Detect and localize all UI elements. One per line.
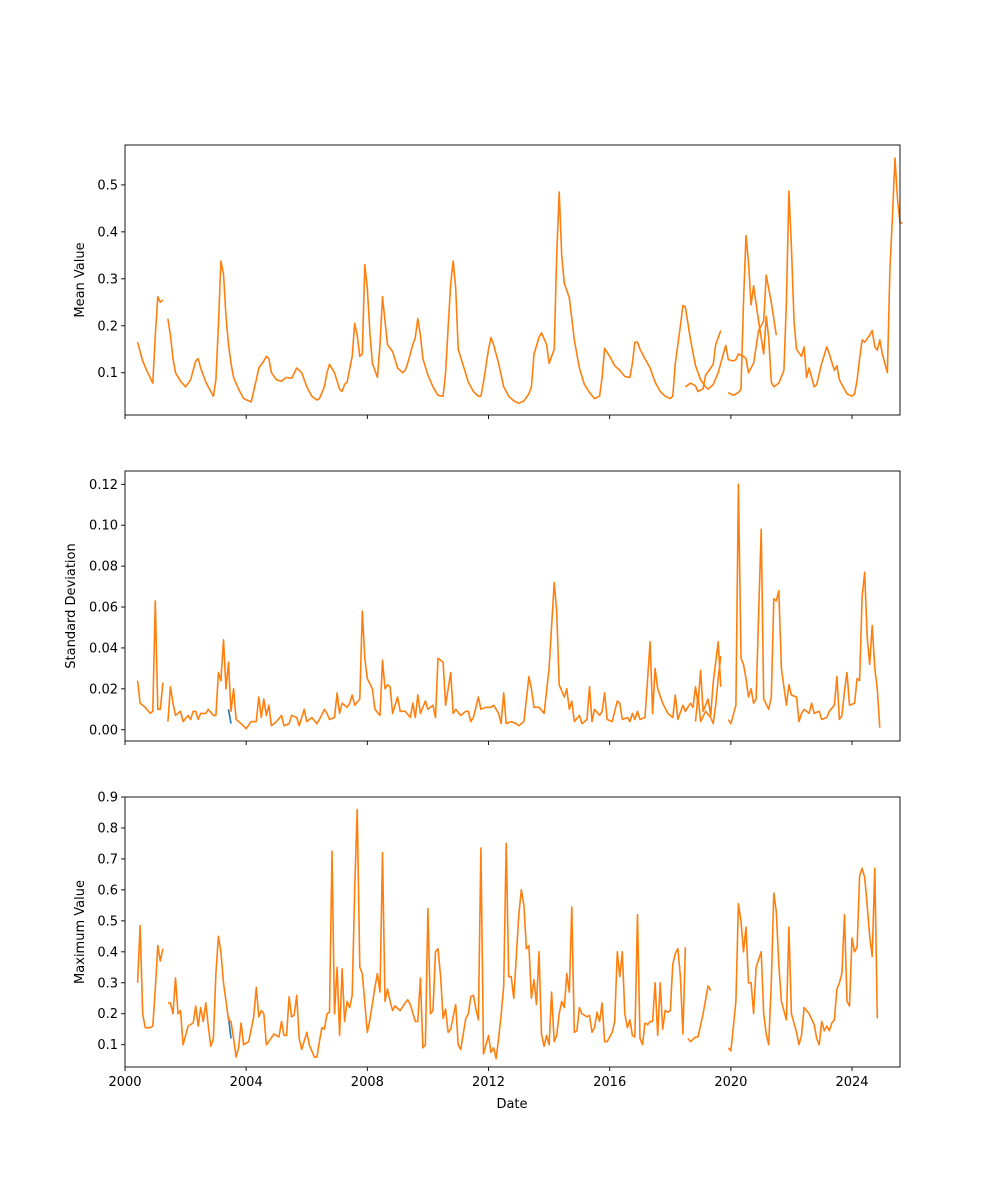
x-axis-label: Date xyxy=(496,1097,527,1112)
series-1-line-segment-2 xyxy=(694,656,722,725)
series-0-line-segment-0 xyxy=(136,295,164,384)
series-1-line-segment-0 xyxy=(136,924,164,1029)
y-tick-label: 0.3 xyxy=(97,976,118,991)
y-tick-label: 0.2 xyxy=(97,1007,118,1022)
y-tick-label: 0.1 xyxy=(97,366,118,381)
axes-frame xyxy=(124,470,901,742)
x-tick-label: 2020 xyxy=(714,1075,747,1090)
series-0-line-segment-1 xyxy=(167,191,778,405)
std-dev-ylabel: Standard Deviation xyxy=(64,543,79,668)
series-0-line-segment-2 xyxy=(684,330,722,393)
x-tick-label: 2008 xyxy=(351,1075,384,1090)
series-1-line-segment-3 xyxy=(727,867,879,1052)
y-tick-label: 0.7 xyxy=(97,852,118,867)
axes-frame xyxy=(124,144,901,416)
y-tick-label: 0.9 xyxy=(97,791,118,806)
y-tick-label: 0.02 xyxy=(89,682,118,697)
series-1-line-segment-1 xyxy=(167,808,687,1060)
y-tick-label: 0.1 xyxy=(97,1038,118,1053)
y-tick-label: 0.00 xyxy=(89,723,118,738)
mean-value-panel: 0.1 0.2 0.3 0.4 0.5 Mean Value xyxy=(73,144,903,419)
x-tick-label: 2012 xyxy=(472,1075,505,1090)
y-tick-label: 0.5 xyxy=(97,914,118,929)
y-tick-label: 0.5 xyxy=(97,178,118,193)
x-tick-label: 2024 xyxy=(835,1075,868,1090)
series-1-line-segment-0 xyxy=(136,600,164,715)
y-tick-label: 0.8 xyxy=(97,821,118,836)
series-1-line-segment-1 xyxy=(167,581,722,730)
y-tick-label: 0.6 xyxy=(97,883,118,898)
max-value-plot-area: 0.1 0.2 0.3 0.4 0.5 0.6 0.7 0.8 0.9 2000 2004 2008 2… xyxy=(97,791,901,1090)
max-value-panel: 0.1 0.2 0.3 0.4 0.5 0.6 0.7 0.8 0.9 2000 2004 2008 2… xyxy=(73,791,901,1090)
series-1-line-segment-2 xyxy=(687,985,712,1043)
max-value-ylabel: Maximum Value xyxy=(73,880,88,984)
axes-frame xyxy=(124,796,901,1068)
y-tick-label: 0.04 xyxy=(89,641,118,656)
y-tick-label: 0.4 xyxy=(97,225,118,240)
y-tick-label: 0.08 xyxy=(89,560,118,575)
x-tick-label: 2016 xyxy=(593,1075,626,1090)
y-tick-label: 0.3 xyxy=(97,272,118,287)
x-tick-label: 2000 xyxy=(108,1075,141,1090)
y-tick-label: 0.2 xyxy=(97,319,118,334)
mean-value-ylabel: Mean Value xyxy=(73,242,88,317)
y-tick-label: 0.06 xyxy=(89,601,118,616)
std-dev-panel: 0.00 0.02 0.04 0.06 0.08 0.10 0.12 Standard De… xyxy=(64,470,901,745)
series-1-line-segment-3 xyxy=(727,483,881,728)
y-tick-label: 0.10 xyxy=(89,519,118,534)
series-0-line-segment-0 xyxy=(227,709,232,724)
series-0-line-segment-3 xyxy=(727,157,903,397)
mean-value-plot-area: 0.1 0.2 0.3 0.4 0.5 xyxy=(97,144,903,419)
std-dev-plot-area: 0.00 0.02 0.04 0.06 0.08 0.10 0.12 xyxy=(89,470,901,745)
x-tick-label: 2004 xyxy=(230,1075,263,1090)
y-tick-label: 0.4 xyxy=(97,945,118,960)
y-tick-label: 0.12 xyxy=(89,478,118,493)
